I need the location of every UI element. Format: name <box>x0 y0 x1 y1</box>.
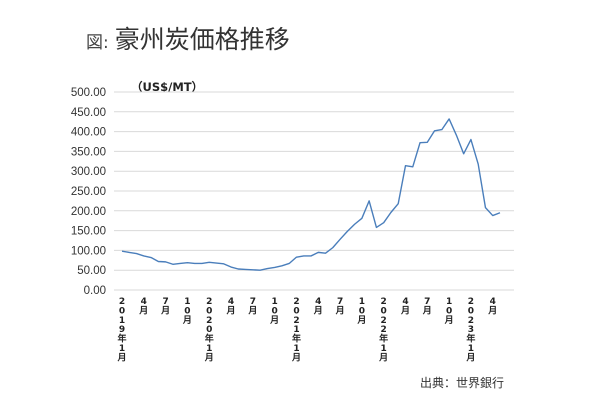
y-tick-label: 100.00 <box>71 245 106 257</box>
y-tick-label: 0.00 <box>84 285 106 297</box>
y-axis-ticks: 0.00 50.00 100.00 150.00 200.00 250.00 300.00 3… <box>71 87 106 297</box>
source-note: 出典：世界銀行 <box>420 376 505 390</box>
title-text: 豪州炭価格推移 <box>114 25 290 54</box>
y-tick-label: 200.00 <box>71 206 106 218</box>
y-tick-label: 450.00 <box>71 107 106 119</box>
chart-title: 図: 豪州炭価格推移 <box>86 20 290 56</box>
y-tick-label: 50.00 <box>77 265 106 277</box>
figure-prefix: 図: <box>86 33 109 53</box>
y-tick-label: 500.00 <box>71 87 106 99</box>
y-tick-label: 400.00 <box>71 127 106 139</box>
series-line <box>121 118 501 271</box>
y-tick-label: 250.00 <box>71 186 106 198</box>
y-axis-unit-label: （US$/MT） <box>131 80 204 94</box>
gridlines <box>114 91 514 291</box>
y-tick-label: 300.00 <box>71 166 106 178</box>
y-tick-label: 350.00 <box>71 146 106 158</box>
x-axis-ticks: 2 0 1 9 年 1 月 4 月 7 月 1 0 月 2 0 2 0 年 1 月 4 月 7 月 1 0 月 2 0 2 1 年 1 月 4 月 7 月 1… <box>116 297 497 363</box>
series-group <box>121 118 501 271</box>
y-tick-label: 150.00 <box>71 226 106 238</box>
